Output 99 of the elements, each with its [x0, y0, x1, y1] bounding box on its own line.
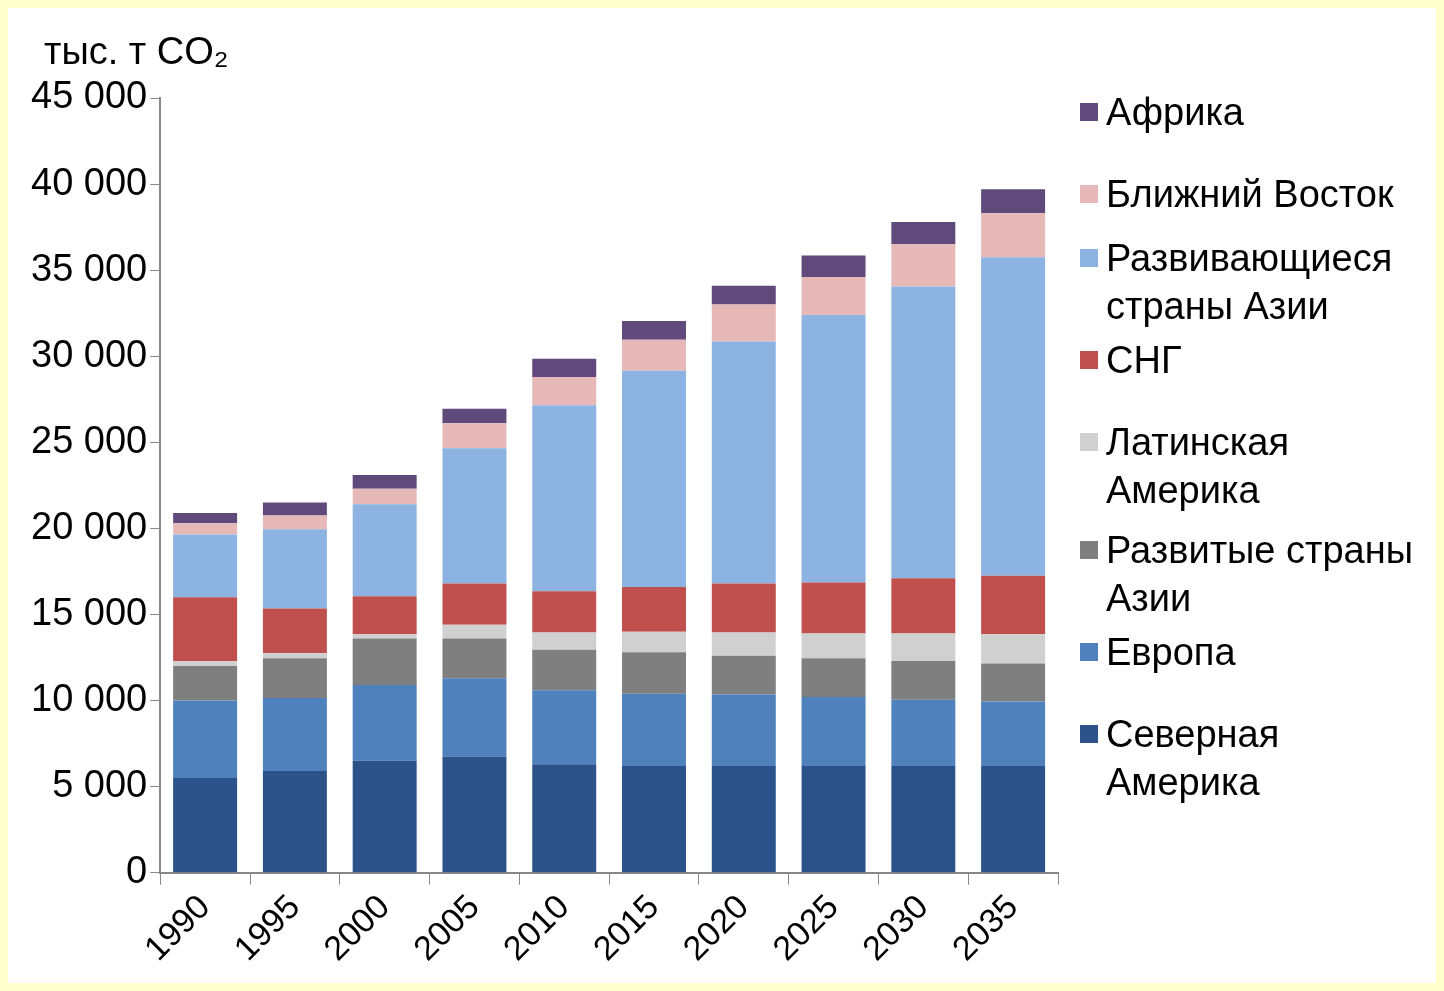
- bar: [891, 244, 956, 287]
- bar: [352, 634, 417, 639]
- bar: [891, 699, 956, 766]
- bar: [352, 760, 417, 873]
- bar: [622, 631, 686, 653]
- bar: [801, 633, 866, 659]
- bar: [711, 341, 776, 584]
- bar: [352, 504, 417, 597]
- bar: [173, 597, 238, 661]
- bar: [352, 488, 417, 505]
- bar: [442, 408, 507, 424]
- bar: [622, 339, 686, 371]
- bar: [981, 213, 1046, 258]
- bar: [442, 624, 507, 639]
- legend-label: Развивающиеся страны Азии: [1106, 236, 1394, 329]
- y-tick-label: 45 000: [30, 74, 148, 117]
- bar: [262, 529, 327, 609]
- bar: [262, 697, 327, 772]
- bar: [981, 701, 1046, 766]
- y-tick-label: 5 000: [52, 763, 148, 806]
- bar: [352, 475, 417, 489]
- bar: [981, 575, 1046, 635]
- y-tick-label: 40 000: [30, 160, 148, 203]
- bar: [801, 277, 866, 315]
- bar: [711, 304, 776, 342]
- legend-label: Северная Америка: [1106, 712, 1281, 805]
- bar: [801, 765, 866, 873]
- bar: [173, 777, 238, 873]
- bar: [622, 765, 686, 873]
- bar: [532, 649, 597, 691]
- bar: [352, 685, 417, 761]
- y-tick-label: 10 000: [30, 677, 148, 719]
- y-tick-label: 20 000: [30, 504, 148, 547]
- legend-label: Латинская Америка: [1106, 420, 1291, 513]
- bar: [801, 255, 866, 278]
- bar: [442, 448, 507, 584]
- bar: [532, 376, 597, 406]
- bar: [173, 700, 238, 778]
- bar: [622, 320, 686, 340]
- y-tick-label: 15 000: [30, 590, 148, 633]
- bar: [711, 583, 776, 633]
- y-tick-label: 35 000: [30, 246, 148, 289]
- y-tick-label: 0: [126, 849, 148, 892]
- bar: [622, 586, 686, 632]
- bar: [711, 765, 776, 873]
- bar: [262, 608, 327, 654]
- bar: [442, 678, 507, 757]
- bar: [262, 658, 327, 698]
- bar: [532, 591, 597, 633]
- bar: [262, 771, 327, 873]
- bar: [532, 358, 597, 377]
- bar: [801, 658, 866, 698]
- legend-label: Африка: [1106, 90, 1244, 135]
- bar: [711, 632, 776, 656]
- bar: [173, 523, 238, 535]
- bar: [532, 690, 597, 765]
- legend-label: СНГ: [1106, 338, 1182, 383]
- bar: [622, 693, 686, 766]
- bar: [622, 370, 686, 587]
- bar: [532, 632, 597, 650]
- bar: [442, 638, 507, 679]
- bar: [352, 638, 417, 686]
- bar: [981, 765, 1046, 873]
- y-tick-label: 25 000: [30, 418, 148, 461]
- bar: [801, 582, 866, 634]
- bar: [981, 189, 1046, 214]
- bar: [801, 697, 866, 766]
- bar: [173, 534, 238, 598]
- bar: [981, 634, 1046, 664]
- bar: [173, 660, 238, 667]
- bar: [352, 596, 417, 635]
- bar: [981, 663, 1046, 702]
- bar: [442, 423, 507, 449]
- bar: [891, 578, 956, 634]
- bar: [891, 221, 956, 245]
- bar: [891, 660, 956, 700]
- bar: [262, 653, 327, 659]
- bar: [891, 286, 956, 579]
- bar: [442, 583, 507, 625]
- bar: [891, 633, 956, 661]
- bar: [981, 257, 1046, 576]
- bar: [532, 764, 597, 873]
- bar: [711, 655, 776, 695]
- bar: [891, 765, 956, 873]
- legend-label: Ближний Восток: [1106, 172, 1394, 217]
- bar: [173, 666, 238, 701]
- y-axis-title: тыс. т CO₂: [44, 30, 229, 73]
- bar: [262, 515, 327, 530]
- bar: [173, 512, 238, 524]
- legend-label: Европа: [1106, 630, 1236, 675]
- bar: [622, 652, 686, 694]
- bar: [711, 694, 776, 766]
- legend-label: Развитые страны Азии: [1106, 528, 1414, 621]
- bar: [711, 285, 776, 305]
- bar: [262, 502, 327, 516]
- bar: [801, 314, 866, 583]
- y-tick-label: 30 000: [30, 332, 148, 375]
- bar: [442, 756, 507, 873]
- bar: [532, 405, 597, 592]
